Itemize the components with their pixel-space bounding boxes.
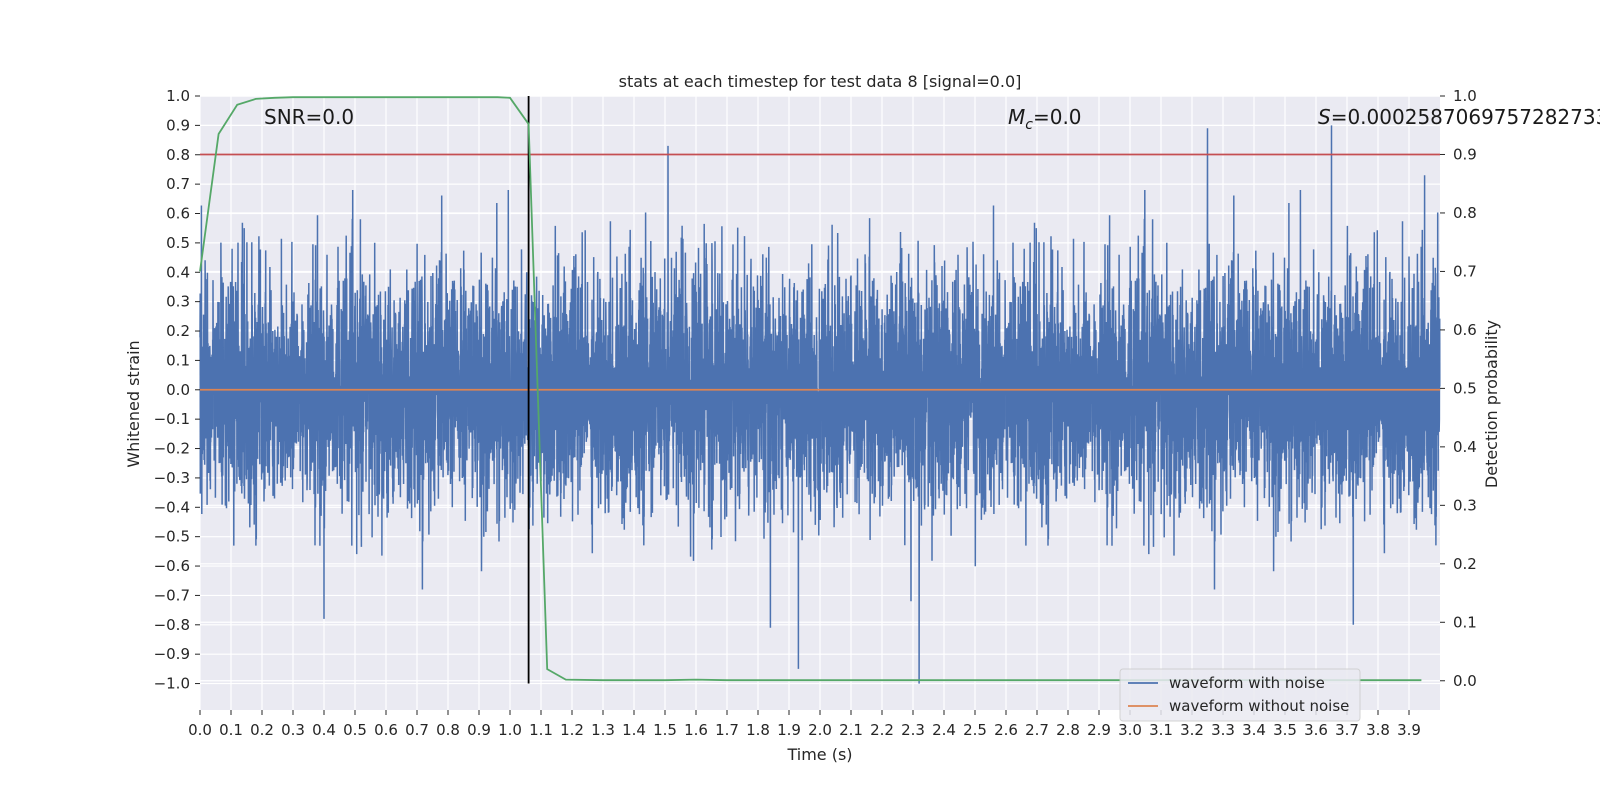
y-tick-label: −0.8 (154, 616, 190, 634)
x-axis-label: Time (s) (786, 745, 852, 764)
y-tick-label: 0.1 (166, 351, 190, 369)
y-tick-label: 0.4 (166, 263, 190, 281)
x-tick-label: 1.5 (653, 721, 677, 739)
annotation-1: Mc=0.0 (1008, 105, 1082, 133)
y-tick-label-right: 0.4 (1453, 438, 1477, 456)
legend-label-noise: waveform with noise (1169, 674, 1325, 692)
x-tick-label: 0.2 (250, 721, 274, 739)
y-tick-label: 0.9 (166, 116, 190, 134)
y-axis-label-right: Detection probability (1482, 320, 1501, 488)
x-tick-label: 2.8 (1056, 721, 1080, 739)
y-tick-label-right: 0.2 (1453, 555, 1477, 573)
x-tick-label: 1.9 (777, 721, 801, 739)
y-tick-label: −0.9 (154, 645, 190, 663)
y-tick-label: −0.4 (154, 498, 190, 516)
y-ticks-left: 1.0 0.9 0.8 0.7 0.6 0.5 0.4 0.3 0.2 0.1 0.0 −0.1 −0.… (154, 87, 200, 693)
x-tick-label: 3.4 (1242, 721, 1266, 739)
y-tick-label-right: 0.6 (1453, 321, 1477, 339)
x-tick-label: 2.9 (1087, 721, 1111, 739)
y-tick-label: 0.7 (166, 175, 190, 193)
y-tick-label: −0.7 (154, 586, 190, 604)
y-tick-label-right: 1.0 (1453, 87, 1477, 105)
y-tick-label: 0.0 (166, 381, 190, 399)
series-detection-probability (199, 96, 1422, 682)
y-tick-label: −0.3 (154, 469, 190, 487)
y-tick-label-right: 0.5 (1453, 379, 1477, 397)
y-ticks-right: 1.0 0.9 0.8 0.7 0.6 0.5 0.4 0.3 0.2 0.1 0.0 (1440, 87, 1477, 690)
y-tick-label-right: 0.0 (1453, 672, 1477, 690)
x-tick-label: 2.7 (1025, 721, 1049, 739)
x-tick-label: 2.6 (994, 721, 1018, 739)
x-tick-label: 2.0 (808, 721, 832, 739)
x-tick-label: 0.6 (374, 721, 398, 739)
x-tick-label: 2.4 (932, 721, 956, 739)
y-tick-label-right: 0.1 (1453, 613, 1477, 631)
x-tick-label: 1.3 (591, 721, 615, 739)
legend-box (1119, 668, 1361, 722)
annotations: SNR=0.0 Mc=0.0 S=0.00025870697572827339 (264, 105, 1600, 133)
y-tick-label: −0.2 (154, 440, 190, 458)
y-axis-label: Whitened strain (124, 340, 143, 467)
x-tick-label: 3.2 (1180, 721, 1204, 739)
x-tick-label: 3.0 (1118, 721, 1142, 739)
legend: waveform with noise waveform without noi… (1119, 668, 1361, 722)
y-tick-label-right: 0.9 (1453, 145, 1477, 163)
y-tick-label: −0.1 (154, 410, 190, 428)
x-tick-label: 0.0 (188, 721, 212, 739)
x-tick-label: 3.8 (1366, 721, 1390, 739)
y-tick-label: −1.0 (154, 675, 190, 693)
x-tick-label: 1.1 (529, 721, 553, 739)
y-tick-label-right: 0.3 (1453, 496, 1477, 514)
lines-layer (199, 96, 1440, 684)
x-tick-label: 3.6 (1304, 721, 1328, 739)
x-tick-label: 2.3 (901, 721, 925, 739)
x-ticks: 0.0 0.1 0.2 0.3 0.4 0.5 0.6 0.7 0.8 0.9 1.0 1.1 1.2 1… (188, 710, 1421, 739)
x-tick-label: 1.6 (684, 721, 708, 739)
y-tick-label: 0.3 (166, 293, 190, 311)
x-tick-label: 3.5 (1273, 721, 1297, 739)
x-tick-label: 0.3 (281, 721, 305, 739)
y-tick-label: −0.6 (154, 557, 190, 575)
y-tick-label: 1.0 (166, 87, 190, 105)
y-tick-label: 0.5 (166, 234, 190, 252)
x-tick-label: 3.1 (1149, 721, 1173, 739)
x-tick-label: 1.7 (715, 721, 739, 739)
x-tick-label: 3.3 (1211, 721, 1235, 739)
x-tick-label: 2.2 (870, 721, 894, 739)
y-tick-label: −0.5 (154, 528, 190, 546)
y-tick-label: 0.6 (166, 205, 190, 223)
x-tick-label: 0.4 (312, 721, 336, 739)
annotation-0: SNR=0.0 (264, 105, 354, 129)
x-tick-label: 1.4 (622, 721, 646, 739)
noise-layer (199, 125, 1441, 684)
x-tick-label: 1.0 (498, 721, 522, 739)
y-tick-label-right: 0.8 (1453, 204, 1477, 222)
y-tick-label: 0.8 (166, 146, 190, 164)
y-tick-label: 0.2 (166, 322, 190, 340)
y-tick-label-right: 0.7 (1453, 262, 1477, 280)
x-tick-label: 3.7 (1335, 721, 1359, 739)
x-tick-label: 0.9 (467, 721, 491, 739)
series-waveform-with-noise (199, 125, 1441, 684)
x-tick-label: 3.9 (1397, 721, 1421, 739)
x-tick-label: 0.5 (343, 721, 367, 739)
x-tick-label: 1.8 (746, 721, 770, 739)
annotation-2: S=0.00025870697572827339 (1318, 105, 1600, 129)
legend-label-clean: waveform without noise (1169, 697, 1349, 715)
x-tick-label: 0.7 (405, 721, 429, 739)
x-tick-label: 2.5 (963, 721, 987, 739)
x-tick-label: 0.8 (436, 721, 460, 739)
x-tick-label: 2.1 (839, 721, 863, 739)
chart-title: stats at each timestep for test data 8 [… (619, 72, 1022, 91)
x-tick-label: 1.2 (560, 721, 584, 739)
x-tick-label: 0.1 (219, 721, 243, 739)
